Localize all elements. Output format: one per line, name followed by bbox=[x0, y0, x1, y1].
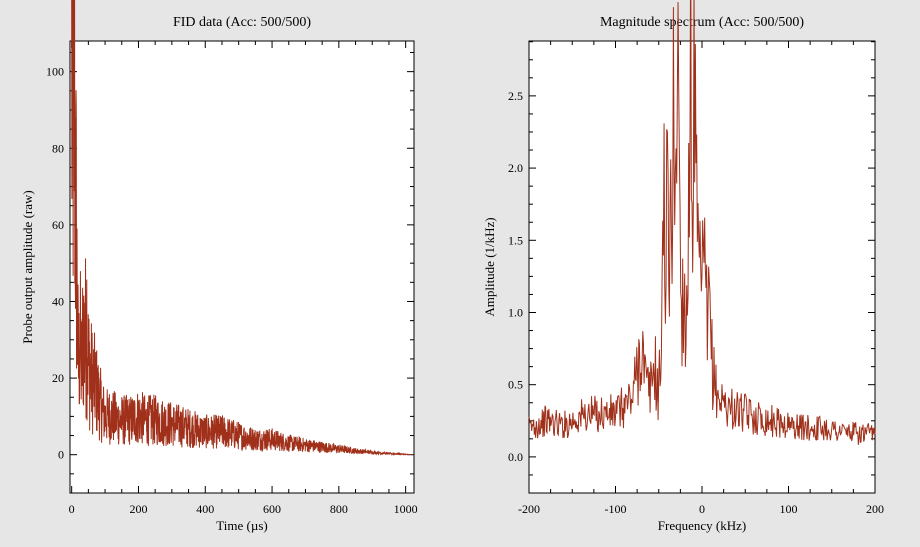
fid-y-axis-label: Probe output amplitude (raw) bbox=[20, 190, 35, 343]
spectrum-y-tick-label: 2.5 bbox=[508, 89, 523, 103]
x-tick-label: 0 bbox=[699, 502, 705, 516]
spectrum-x-axis-label: Frequency (kHz) bbox=[658, 518, 746, 533]
spectrum-y-tick-label: 0.5 bbox=[508, 378, 523, 392]
fid-y-tick-label: 40 bbox=[52, 294, 64, 308]
x-tick-label: -200 bbox=[518, 502, 540, 516]
spectrum-chart-title: Magnitude spectrum (Acc: 500/500) bbox=[600, 15, 804, 30]
x-tick-label: 1000 bbox=[394, 502, 418, 516]
fid-chart-title: FID data (Acc: 500/500) bbox=[173, 15, 311, 30]
x-tick-label: 800 bbox=[330, 502, 348, 516]
fid-y-tick-label: 60 bbox=[52, 218, 64, 232]
x-tick-label: 100 bbox=[780, 502, 798, 516]
fid-y-tick-label: 100 bbox=[46, 65, 64, 79]
x-tick-label: 400 bbox=[196, 502, 214, 516]
fid-x-axis-label: Time (µs) bbox=[216, 518, 267, 533]
x-tick-label: -100 bbox=[605, 502, 627, 516]
spectrum-y-tick-label: 2.0 bbox=[508, 161, 523, 175]
spectrum-y-tick-label: 1.0 bbox=[508, 305, 523, 319]
fid-chart: FID data (Acc: 500/500) Time (µs) Probe … bbox=[20, 0, 418, 533]
spectrum-y-tick-label: 1.5 bbox=[508, 233, 523, 247]
fid-y-tick-label: 0 bbox=[58, 448, 64, 462]
x-tick-label: 200 bbox=[129, 502, 147, 516]
x-tick-label: 0 bbox=[69, 502, 75, 516]
spectrum-chart: Magnitude spectrum (Acc: 500/500) Freque… bbox=[482, 0, 884, 533]
x-tick-label: 200 bbox=[866, 502, 884, 516]
fid-y-tick-label: 20 bbox=[52, 371, 64, 385]
fid-y-tick-label: 80 bbox=[52, 141, 64, 155]
spectrum-y-axis-label: Amplitude (1/kHz) bbox=[482, 217, 497, 316]
x-tick-label: 600 bbox=[263, 502, 281, 516]
spectrum-y-tick-label: 0.0 bbox=[508, 450, 523, 464]
